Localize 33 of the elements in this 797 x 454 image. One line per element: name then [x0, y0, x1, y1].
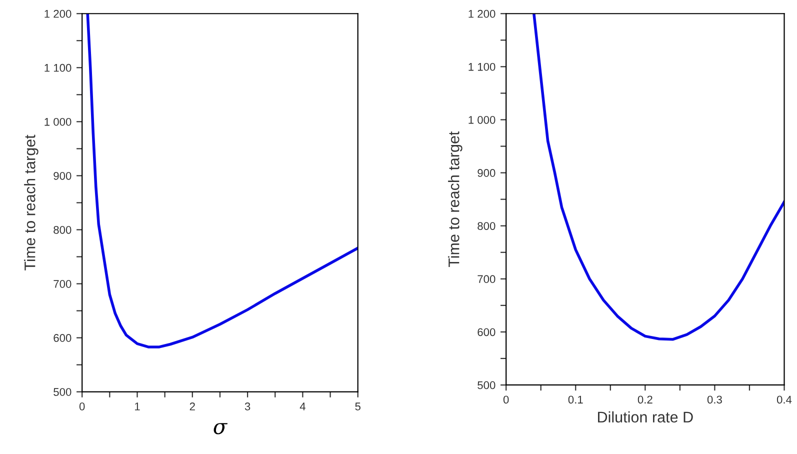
x-tick-label: 0.2	[638, 396, 652, 404]
y-tick-label: 1 100	[44, 64, 72, 72]
y-axis-title: Time to reach target	[24, 134, 38, 270]
y-tick-label: 1 000	[44, 118, 72, 126]
y-tick-label: 1 000	[468, 116, 496, 124]
y-tick-label: 500	[54, 388, 72, 396]
x-tick-label: 0.3	[707, 396, 722, 404]
x-tick-label: 1	[135, 402, 140, 410]
y-tick-label: 600	[54, 334, 72, 342]
x-axis-title: σ	[214, 423, 228, 434]
y-tick-label: 800	[54, 226, 72, 234]
line-series	[532, 14, 784, 341]
y-tick-label: 900	[478, 169, 496, 177]
x-tick-label: 0	[79, 402, 85, 410]
y-tick-label: 900	[54, 172, 72, 180]
x-tick-label: 2	[190, 402, 195, 410]
line-series	[86, 14, 358, 348]
x-tick-label: 0.1	[568, 396, 583, 404]
x-tick-label: 3	[244, 402, 250, 410]
x-tick-label: 5	[355, 402, 360, 410]
y-tick-label: 800	[478, 222, 496, 230]
y-axis-title: Time to reach target	[448, 131, 462, 268]
x-axis-title: Dilution rate D	[598, 411, 693, 423]
x-tick-label: 0	[503, 396, 509, 404]
y-tick-label: 600	[478, 328, 496, 336]
x-tick-label: 0.4	[776, 396, 792, 404]
y-tick-label: 700	[54, 280, 72, 288]
y-tick-label: 1 200	[468, 10, 496, 18]
y-tick-label: 700	[478, 275, 496, 284]
y-tick-label: 1 200	[44, 10, 72, 18]
y-tick-label: 500	[478, 381, 496, 390]
y-tick-label: 1 100	[468, 62, 496, 71]
x-tick-label: 4	[300, 402, 306, 410]
